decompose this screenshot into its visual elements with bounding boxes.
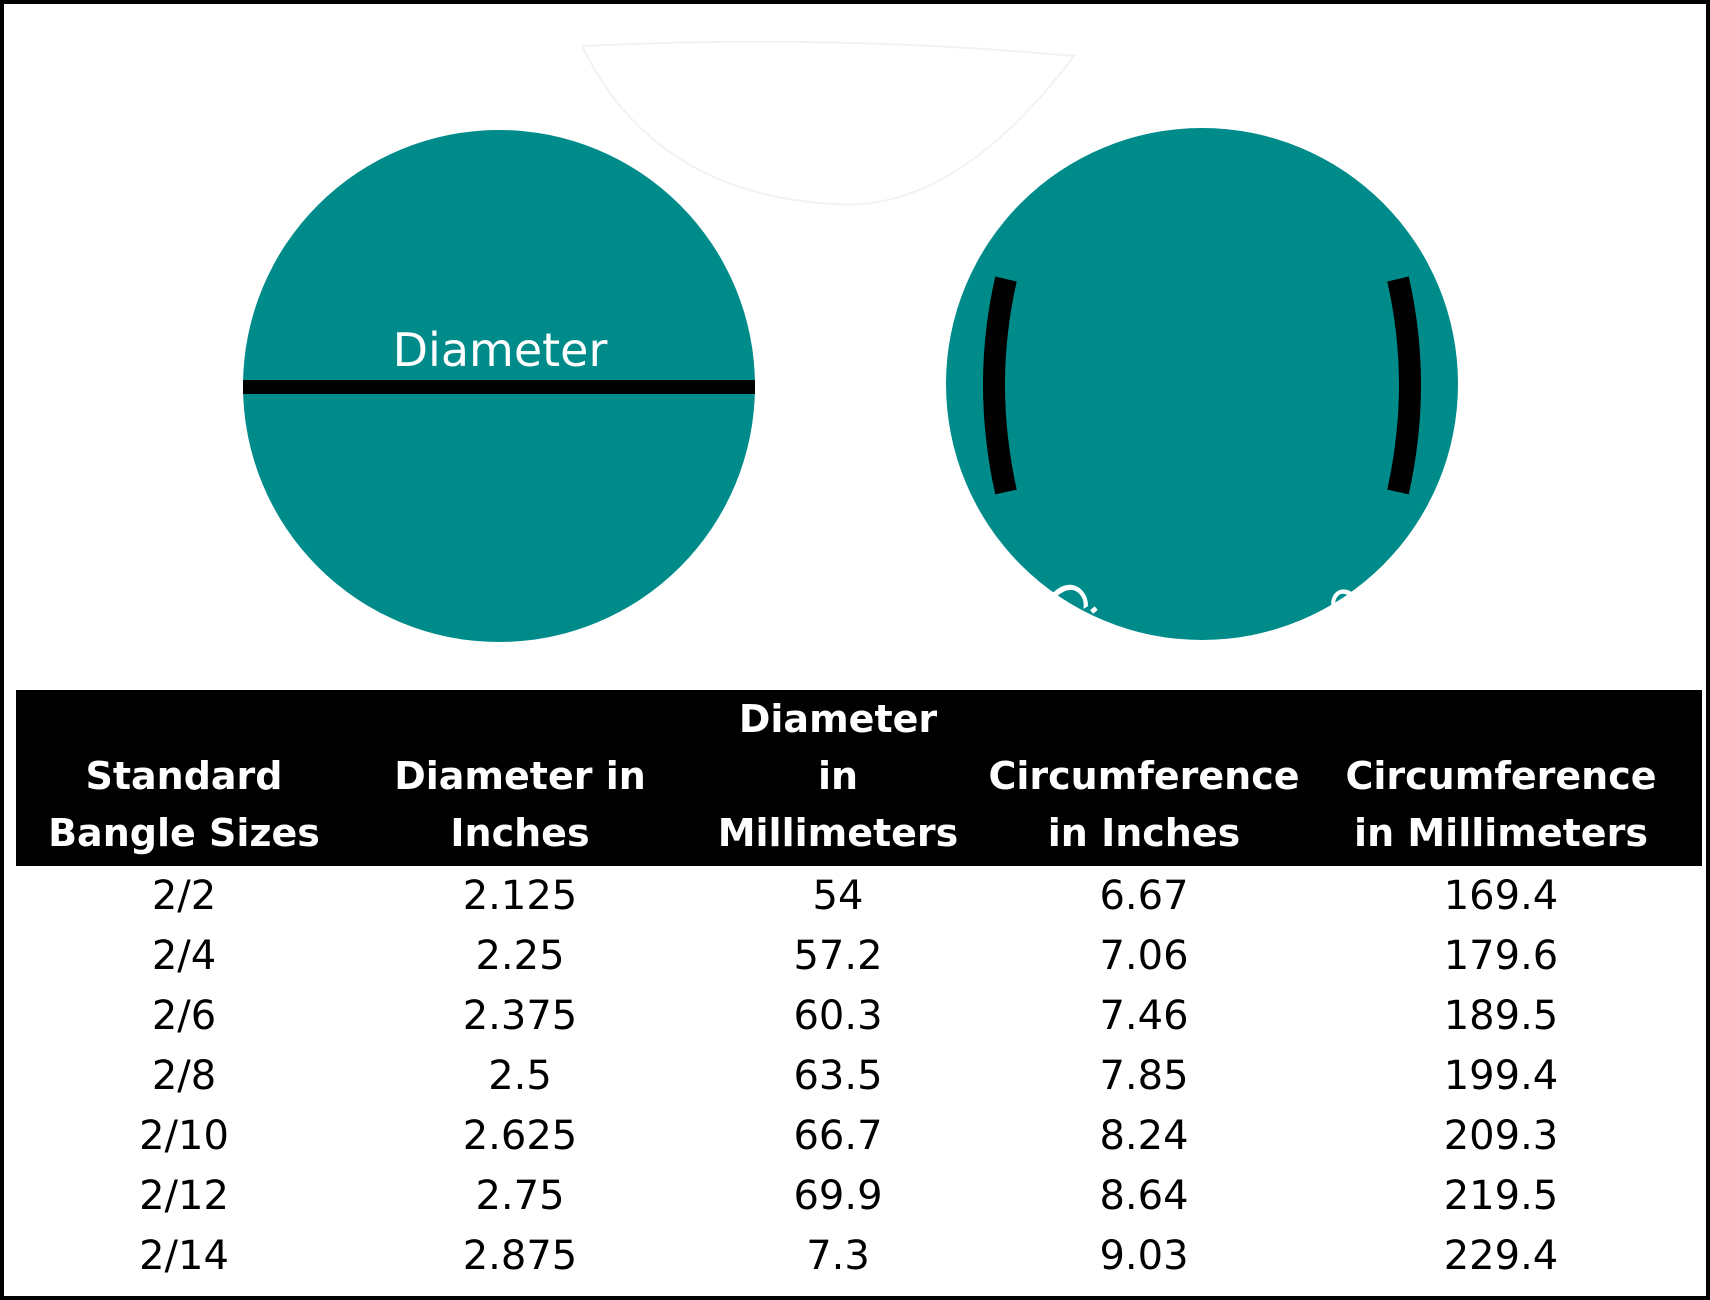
diameter-circle-group: Diameter [243,130,755,642]
cell-bangle-size: 2/6 [151,993,217,1039]
bangle-size-diagram: Diameter Circumference Circumference [243,35,1458,684]
cell-circumference-mm: 179.6 [1443,933,1559,979]
table-header-row: Standard Bangle Sizes Diameter in Inches… [16,690,1702,866]
cell-bangle-size: 2/14 [139,1233,229,1279]
cell-bangle-size: 2/2 [151,873,217,919]
cell-diameter-inches: 2.625 [462,1113,578,1159]
table-row: 2/14 2.875 7.3 9.03 229.4 [16,1226,1702,1286]
header-diameter-millimeters: Diameter in Millimeters [717,697,959,855]
cell-circumference-inches: 7.46 [1099,993,1189,1039]
cell-diameter-mm: 7.3 [806,1233,870,1279]
table-row: 2/10 2.625 66.7 8.24 209.3 [16,1106,1702,1166]
bangle-size-table: Standard Bangle Sizes Diameter in Inches… [16,690,1702,1286]
circumference-circle-group: Circumference Circumference [946,35,1458,684]
cell-circumference-mm: 209.3 [1443,1113,1559,1159]
cell-circumference-mm: 169.4 [1443,873,1559,919]
cell-bangle-size: 2/8 [151,1053,217,1099]
table-row: 2/12 2.75 69.9 8.64 219.5 [16,1166,1702,1226]
cell-diameter-mm: 66.7 [793,1113,883,1159]
cell-circumference-inches: 6.67 [1099,873,1189,919]
header-standard-bangle-sizes: Standard Bangle Sizes [48,754,320,855]
cell-circumference-mm: 229.4 [1443,1233,1559,1279]
cell-circumference-inches: 8.64 [1099,1173,1189,1219]
left-circumference-bracket [983,276,1017,495]
cell-circumference-mm: 189.5 [1443,993,1559,1039]
table-row: 2/6 2.375 60.3 7.46 189.5 [16,986,1702,1046]
table-row: 2/4 2.25 57.2 7.06 179.6 [16,926,1702,986]
faint-arc [580,40,1076,206]
table-body: 2/2 2.125 54 6.67 169.4 2/4 2.25 57.2 7.… [16,866,1702,1286]
cell-bangle-size: 2/4 [151,933,217,979]
header-circumference-inches: Circumference in Inches [988,754,1300,855]
cell-diameter-inches: 2.75 [475,1173,565,1219]
cell-diameter-mm: 60.3 [793,993,883,1039]
cell-diameter-mm: 63.5 [793,1053,883,1099]
cell-diameter-inches: 2.375 [462,993,578,1039]
cell-diameter-mm: 54 [812,873,864,919]
cell-diameter-mm: 57.2 [793,933,883,979]
cell-diameter-mm: 69.9 [793,1173,883,1219]
circumference-circle [946,128,1458,640]
cell-diameter-inches: 2.875 [462,1233,578,1279]
cell-bangle-size: 2/12 [139,1173,229,1219]
cell-circumference-inches: 7.85 [1099,1053,1189,1099]
table-row: 2/8 2.5 63.5 7.85 199.4 [16,1046,1702,1106]
cell-circumference-inches: 9.03 [1099,1233,1189,1279]
cell-bangle-size: 2/10 [139,1113,229,1159]
header-circumference-millimeters: Circumference in Millimeters [1345,754,1657,855]
cell-diameter-inches: 2.5 [488,1053,552,1099]
cell-circumference-inches: 7.06 [1099,933,1189,979]
header-diameter-inches: Diameter in Inches [394,754,646,855]
right-circumference-bracket [1387,276,1421,495]
cell-circumference-mm: 199.4 [1443,1053,1559,1099]
diameter-line [243,380,755,394]
cell-circumference-inches: 8.24 [1099,1113,1189,1159]
cell-diameter-inches: 2.125 [462,873,578,919]
cell-circumference-mm: 219.5 [1443,1173,1559,1219]
cell-diameter-inches: 2.25 [475,933,565,979]
table-row: 2/2 2.125 54 6.67 169.4 [16,866,1702,926]
diameter-label: Diameter [393,323,608,377]
